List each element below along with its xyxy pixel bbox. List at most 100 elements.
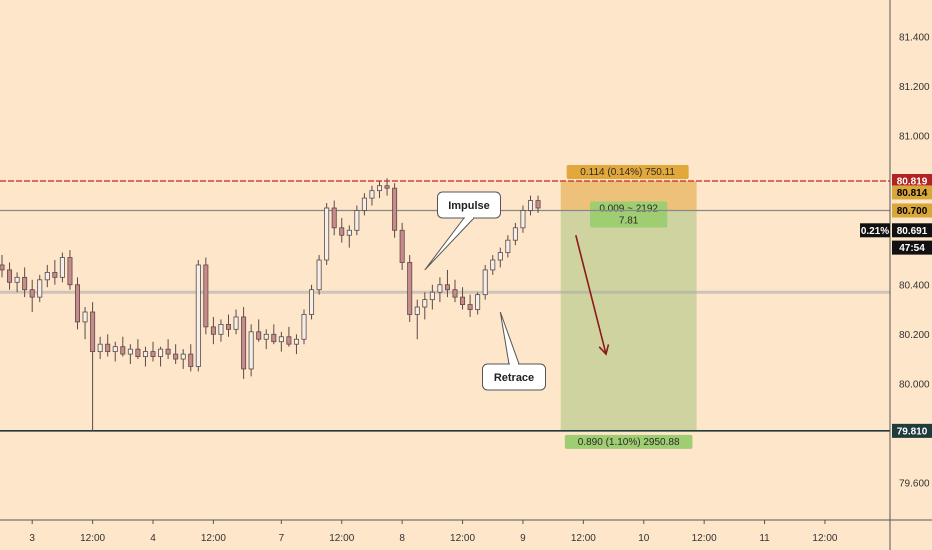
- candle: [286, 326, 292, 347]
- candle: [528, 195, 534, 216]
- price-axis[interactable]: 81.400 81.200 81.000 80.400 80.200 80.000 79.6…: [860, 0, 932, 550]
- candle: [7, 262, 13, 290]
- candle: [482, 264, 488, 300]
- candle-body-up: [354, 210, 360, 231]
- x-tick-label: 12:00: [450, 533, 475, 544]
- retrace-callout[interactable]: Retrace: [482, 311, 546, 391]
- candle-body-down: [75, 284, 81, 323]
- candle: [67, 250, 73, 290]
- candle-body-up: [324, 207, 330, 261]
- candle: [346, 225, 352, 248]
- candle-body-up: [376, 185, 382, 192]
- candle: [339, 217, 345, 243]
- candle: [22, 267, 28, 298]
- candle: [112, 341, 118, 362]
- x-tick-label: 12:00: [329, 533, 354, 544]
- candle: [392, 183, 398, 238]
- candle: [37, 274, 43, 303]
- candle-body-down: [286, 336, 292, 345]
- price-badge: 80.700: [892, 203, 932, 218]
- candle: [361, 193, 367, 216]
- candle: [278, 331, 284, 352]
- candle: [195, 260, 201, 372]
- candle-body-up: [505, 239, 511, 253]
- candle-body-up: [37, 279, 43, 298]
- candle: [414, 299, 420, 340]
- candle-body-down: [120, 346, 126, 355]
- price-badge-bg: [892, 223, 932, 238]
- price-badge-bg: [892, 174, 932, 189]
- y-tick-label: 81.400: [899, 33, 930, 44]
- price-badge-text: 80.814: [897, 188, 928, 199]
- candle: [399, 222, 405, 270]
- candle: [29, 279, 35, 312]
- candle: [44, 264, 50, 288]
- horizontal-lines[interactable]: [0, 180, 890, 432]
- candle-body-up: [293, 338, 299, 345]
- candle-body-up: [520, 210, 526, 229]
- percent-badge-bg: [860, 223, 890, 238]
- candle-body-up: [97, 343, 103, 353]
- entry-label-bg: [590, 201, 668, 228]
- candle: [210, 316, 216, 345]
- candle-body-down: [29, 289, 35, 298]
- candle-body-down: [210, 326, 216, 335]
- candle-body-up: [361, 197, 367, 211]
- impulse-callout-text: Impulse: [448, 200, 490, 212]
- price-badge: 80.819: [892, 174, 932, 189]
- candle: [0, 255, 5, 278]
- impulse-callout[interactable]: Impulse: [424, 191, 501, 271]
- candle-body-up: [248, 331, 254, 370]
- price-badge-bg: [892, 203, 932, 218]
- price-badge-bg: [892, 185, 932, 200]
- candle: [293, 334, 299, 355]
- candle-body-down: [331, 207, 337, 229]
- candle: [75, 277, 81, 330]
- candle: [384, 178, 390, 196]
- candle-body-down: [339, 227, 345, 236]
- candle: [301, 309, 307, 345]
- x-tick-label: 7: [279, 533, 285, 544]
- impulse-callout-pointer: [424, 217, 476, 271]
- candle: [188, 344, 194, 372]
- candle-body-down: [105, 343, 111, 353]
- candle: [127, 344, 133, 364]
- candle: [218, 319, 224, 342]
- candle-body-down: [241, 316, 247, 370]
- candle: [142, 346, 148, 367]
- candle: [105, 334, 111, 357]
- candle-body-down: [535, 200, 541, 209]
- x-tick-label: 11: [759, 533, 770, 544]
- target-zone[interactable]: [560, 210, 697, 431]
- candle-body-down: [271, 333, 277, 343]
- candle-body-up: [309, 289, 315, 315]
- candle: [263, 329, 269, 350]
- candle: [203, 257, 209, 335]
- candle-body-down: [203, 264, 209, 328]
- price-badge-bg: [892, 423, 932, 438]
- candle-body-up: [82, 311, 88, 323]
- candle-body-down: [452, 289, 458, 298]
- price-badge-text: 79.810: [897, 426, 928, 437]
- candle-body-down: [135, 348, 141, 357]
- candle: [82, 307, 88, 340]
- annotations-layer[interactable]: Impulse Retrace: [424, 191, 610, 391]
- candle-body-up: [142, 351, 148, 357]
- candle-body-up: [301, 314, 307, 340]
- entry-label-text: 7.81: [619, 215, 639, 226]
- candle: [248, 324, 254, 377]
- candle-body-up: [158, 348, 164, 357]
- candle-body-up: [482, 269, 488, 296]
- candle-body-down: [0, 264, 5, 271]
- candle: [256, 319, 262, 342]
- down-arrow[interactable]: [575, 235, 610, 356]
- candle: [407, 255, 413, 322]
- x-tick-label: 8: [399, 533, 405, 544]
- time-axis[interactable]: 3 12:00 4 12:00 7 12:00 8 12:00 9 12:00 10 12:00 11 1…: [0, 519, 932, 544]
- x-tick-label: 12:00: [812, 533, 837, 544]
- candle-body-down: [165, 348, 171, 355]
- candle-body-up: [422, 299, 428, 308]
